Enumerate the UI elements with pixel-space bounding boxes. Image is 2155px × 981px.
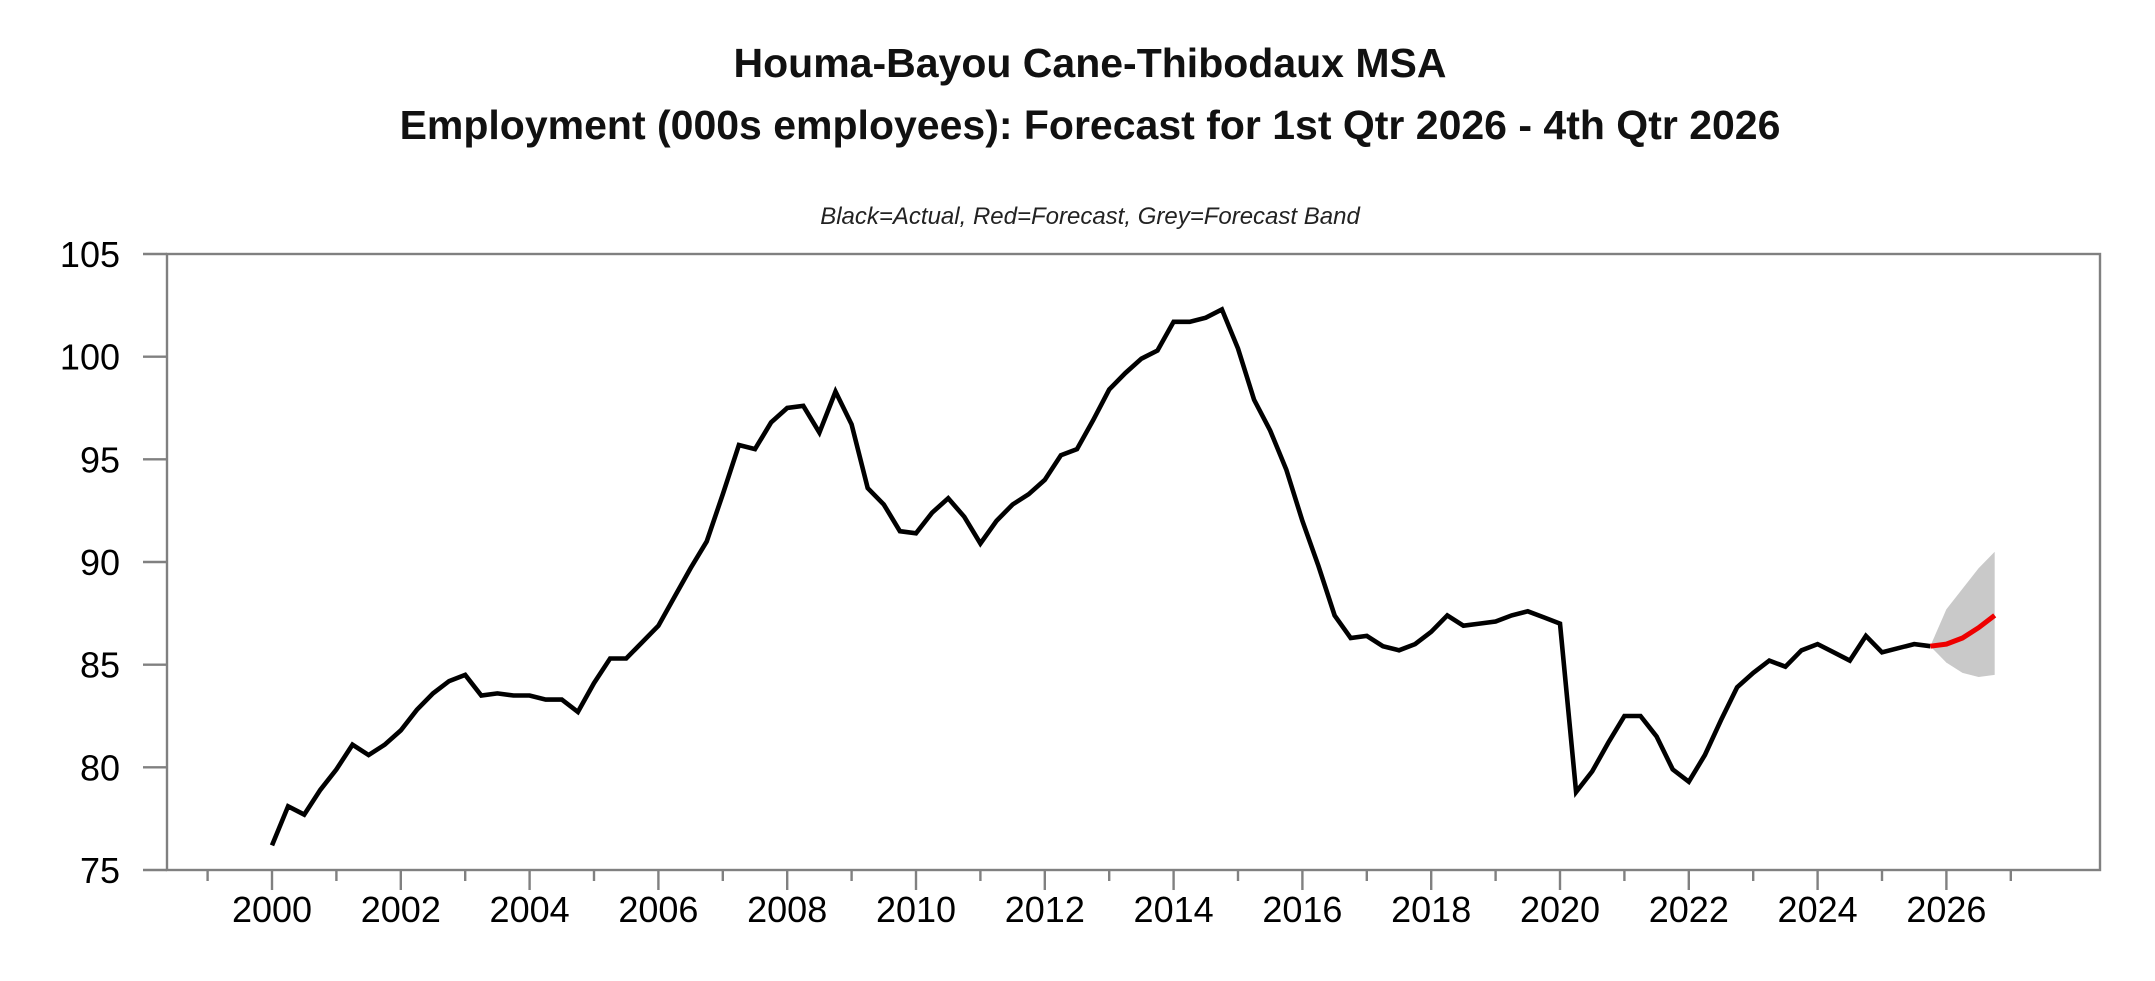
forecast-band-area — [1930, 551, 1995, 677]
x-axis-label: 2004 — [490, 889, 570, 930]
x-axis-label: 2014 — [1134, 889, 1214, 930]
x-axis-label: 2018 — [1391, 889, 1471, 930]
chart-title-line2: Employment (000s employees): Forecast fo… — [399, 102, 1781, 148]
x-axis-label: 2000 — [232, 889, 312, 930]
y-axis-label: 105 — [60, 234, 120, 275]
x-axis-label: 2002 — [361, 889, 441, 930]
x-axis-label: 2016 — [1262, 889, 1342, 930]
y-axis-label: 75 — [80, 850, 120, 891]
y-axis-label: 80 — [80, 747, 120, 788]
x-axis-label: 2008 — [747, 889, 827, 930]
x-axis-label: 2026 — [1906, 889, 1986, 930]
x-axis-label: 2020 — [1520, 889, 1600, 930]
actual-series-line — [269, 306, 1931, 847]
plot-frame — [165, 252, 2102, 872]
x-axis-label: 2024 — [1778, 889, 1858, 930]
y-axis-label: 95 — [80, 439, 120, 480]
y-axis-label: 85 — [80, 645, 120, 686]
x-axis-label: 2022 — [1649, 889, 1729, 930]
x-axis-label: 2012 — [1005, 889, 1085, 930]
forecast-series-line — [1929, 613, 1997, 649]
x-axis-label: 2006 — [618, 889, 698, 930]
chart-legend-subtitle: Black=Actual, Red=Forecast, Grey=Forecas… — [820, 203, 1360, 230]
y-axis-label: 100 — [60, 337, 120, 378]
x-axis-label: 2010 — [876, 889, 956, 930]
y-axis-label: 90 — [80, 542, 120, 583]
chart-title-line1: Houma-Bayou Cane-Thibodaux MSA — [733, 40, 1447, 86]
